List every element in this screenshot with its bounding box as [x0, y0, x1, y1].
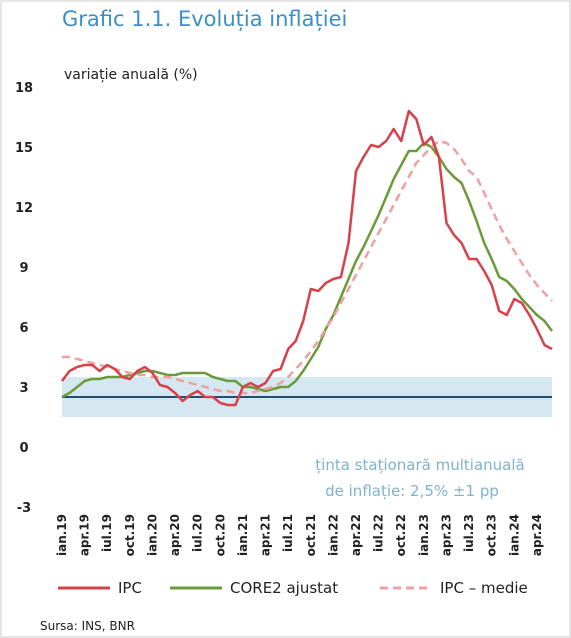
x-tick-label: apr.20 — [168, 514, 182, 556]
x-tick-label: oct.20 — [213, 514, 227, 556]
x-tick-label: iul.20 — [191, 514, 205, 552]
chart-title: Grafic 1.1. Evoluția inflației — [62, 7, 347, 31]
x-tick-label: apr.19 — [78, 514, 92, 556]
y-tick-label: 6 — [19, 321, 28, 336]
x-tick-label: iul.19 — [100, 514, 114, 552]
x-tick-label: ian.20 — [145, 514, 159, 556]
source: Sursa: INS, BNR — [40, 619, 135, 633]
x-tick-label: apr.22 — [349, 514, 363, 556]
series-line — [61, 109, 553, 407]
y-tick-label: -3 — [17, 501, 31, 516]
legend-label: IPC – medie — [440, 579, 528, 597]
y-tick-label: 12 — [15, 201, 33, 216]
annotation: ținta staționară multianuală — [315, 456, 524, 474]
y-tick-label: 18 — [15, 81, 33, 96]
series-line — [62, 139, 553, 395]
x-tick-label: oct.21 — [304, 514, 318, 556]
y-axis-label: variație anuală (%) — [64, 67, 198, 83]
x-tick-label: iul.22 — [372, 514, 386, 552]
x-tick-label: apr.21 — [259, 514, 273, 556]
x-tick-label: ian.23 — [417, 514, 431, 556]
x-tick-label: ian.21 — [236, 514, 250, 556]
x-tick-label: oct.22 — [394, 514, 408, 556]
series-line — [61, 141, 553, 399]
y-tick-label: 15 — [15, 141, 33, 156]
annotation: de inflație: 2,5% ±1 pp — [325, 482, 499, 500]
y-tick-label: 0 — [19, 441, 28, 456]
x-tick-label: oct.19 — [123, 514, 137, 556]
legend-label: CORE2 ajustat — [230, 579, 338, 597]
y-tick-label: 9 — [19, 261, 28, 276]
x-tick-label: ian.24 — [507, 514, 521, 556]
x-tick-label: oct.23 — [485, 514, 499, 556]
x-tick-label: ian.22 — [326, 514, 340, 556]
legend-label: IPC — [118, 579, 142, 597]
x-tick-label: apr.23 — [439, 514, 453, 556]
x-tick-label: iul.23 — [462, 514, 476, 552]
x-tick-label: iul.21 — [281, 514, 295, 552]
x-tick-label: ian.19 — [55, 514, 69, 556]
x-tick-label: apr.24 — [530, 514, 544, 556]
y-tick-label: 3 — [19, 381, 28, 396]
